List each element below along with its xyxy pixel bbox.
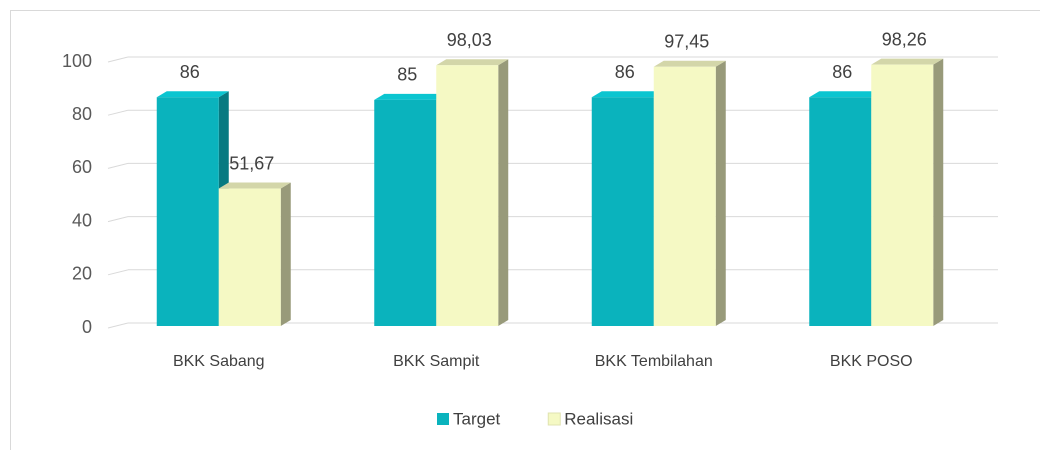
bar: [374, 99, 437, 327]
bar-side: [498, 59, 509, 326]
bar-top: [374, 93, 447, 100]
legend-label: Realisasi: [564, 409, 633, 428]
bar-group: [436, 59, 509, 326]
bar-group: [156, 91, 229, 327]
bar-top: [218, 182, 291, 189]
y-tick-label: 40: [72, 210, 92, 230]
bar: [436, 65, 499, 326]
bar-group: [809, 91, 882, 327]
value-label: 98,03: [447, 30, 492, 50]
chart-frame: [10, 10, 1040, 450]
value-label: 97,45: [664, 32, 709, 52]
y-tick-label: 100: [62, 51, 92, 71]
bar-top: [436, 59, 509, 66]
legend-swatch: [437, 413, 449, 425]
value-label: 98,26: [882, 29, 927, 49]
y-tick-label: 0: [82, 317, 92, 337]
grid-line-floor: [107, 109, 129, 116]
bar-group: [591, 91, 664, 327]
x-tick-label: BKK Tembilahan: [595, 353, 713, 370]
bar-side: [933, 58, 944, 327]
grid-line-floor: [107, 56, 129, 63]
value-label: 51,67: [229, 153, 274, 173]
value-label: 86: [180, 62, 200, 82]
bar-top: [809, 91, 882, 98]
grid-line-floor: [107, 162, 129, 169]
grid-line-floor: [107, 322, 129, 329]
bar: [871, 64, 934, 326]
bar-side: [280, 182, 291, 326]
bar-top: [591, 91, 664, 98]
value-label: 86: [832, 62, 852, 82]
bar: [653, 66, 716, 327]
value-label: 85: [397, 65, 417, 85]
bar-top: [653, 60, 726, 67]
bar-side: [715, 60, 726, 327]
bar: [591, 97, 654, 327]
bar: [809, 97, 872, 327]
legend-swatch: [547, 412, 561, 426]
bar-top: [871, 58, 944, 65]
grid-line-floor: [107, 216, 129, 223]
x-tick-label: BKK Sabang: [173, 353, 265, 370]
x-tick-label: BKK Sampit: [393, 353, 480, 370]
bar-group: [871, 58, 944, 327]
x-tick-label: BKK POSO: [830, 353, 913, 370]
bar: [156, 97, 219, 327]
bar-group: [374, 93, 447, 327]
bar: [218, 188, 281, 326]
y-tick-label: 20: [72, 264, 92, 284]
bar-top: [156, 91, 229, 98]
legend-label: Target: [453, 409, 501, 428]
y-tick-label: 60: [72, 157, 92, 177]
value-label: 86: [615, 62, 635, 82]
bar-group: [218, 182, 291, 326]
grid-line-floor: [107, 269, 129, 276]
y-tick-label: 80: [72, 104, 92, 124]
bar-group: [653, 60, 726, 327]
